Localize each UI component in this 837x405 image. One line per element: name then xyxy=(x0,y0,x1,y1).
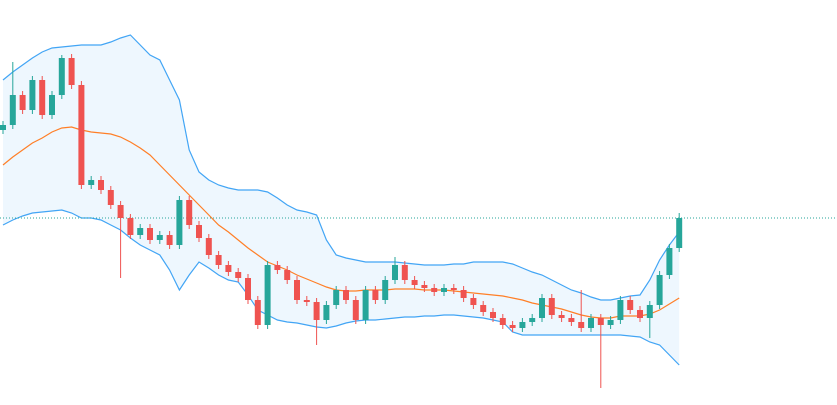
band-line xyxy=(2,34,680,301)
candle-body xyxy=(519,322,526,328)
candle-body xyxy=(499,318,506,325)
candle-body xyxy=(313,302,320,320)
candle-body xyxy=(225,265,232,272)
candle-body xyxy=(460,290,467,298)
candle-body xyxy=(617,300,624,320)
candle-body xyxy=(147,228,153,240)
candle-body xyxy=(19,95,26,110)
candle-body xyxy=(323,305,330,320)
candle-body xyxy=(196,225,202,238)
candle-body xyxy=(637,310,643,318)
candle-body xyxy=(421,285,428,288)
candle-body xyxy=(98,180,104,190)
candle-body xyxy=(127,218,134,235)
candle-body xyxy=(39,80,46,115)
candle-body xyxy=(372,290,379,300)
candle-body xyxy=(382,280,389,300)
candle-body xyxy=(362,290,369,320)
candle-body xyxy=(284,270,291,280)
candle-body xyxy=(254,300,261,325)
candle-body xyxy=(235,272,242,278)
candle-body xyxy=(656,275,663,305)
candle-body xyxy=(245,278,251,300)
candle-body xyxy=(490,312,496,318)
candle-body xyxy=(0,125,6,130)
candle-body xyxy=(186,200,193,225)
candle-body xyxy=(676,218,683,248)
candle-body xyxy=(646,305,653,318)
candle-body xyxy=(9,95,16,125)
candle-body xyxy=(156,235,163,240)
band-line xyxy=(2,126,680,319)
candle-body xyxy=(176,200,183,245)
candle-body xyxy=(88,180,95,185)
candle-body xyxy=(107,190,114,205)
band-line xyxy=(2,209,680,366)
candle-body xyxy=(411,280,418,285)
candle-body xyxy=(58,58,65,95)
candle-body xyxy=(274,265,281,270)
candle-body xyxy=(166,235,173,245)
candle-body xyxy=(480,305,487,312)
candle-body xyxy=(597,318,604,325)
candle-body xyxy=(117,205,124,218)
candle-body xyxy=(303,300,310,302)
candle-body xyxy=(539,298,545,318)
candle-body xyxy=(558,315,565,318)
candle-body xyxy=(392,265,398,280)
candle-body xyxy=(29,80,36,110)
candle-body xyxy=(509,325,516,328)
candle-body xyxy=(627,300,634,310)
candle-body xyxy=(470,298,477,305)
candle-body xyxy=(352,300,359,320)
candle-body xyxy=(578,322,585,328)
candle-body xyxy=(666,248,673,275)
candle-body xyxy=(294,280,300,300)
candle-body xyxy=(264,265,271,325)
candle-body xyxy=(401,265,408,280)
candle-body xyxy=(441,288,447,292)
candle-body xyxy=(529,318,536,322)
candle-body xyxy=(568,318,575,322)
candle-body xyxy=(450,288,457,290)
candle-body xyxy=(431,288,438,292)
band-fill xyxy=(3,35,680,365)
candle-body xyxy=(588,318,594,328)
candle-body xyxy=(607,320,614,325)
candle-body xyxy=(215,255,222,265)
candle-body xyxy=(333,290,340,305)
candle-body xyxy=(205,238,212,255)
candle-body xyxy=(137,228,144,235)
candle-body xyxy=(343,290,349,300)
candle-body xyxy=(49,95,55,115)
candle-body xyxy=(548,298,555,315)
candle-body xyxy=(68,58,75,85)
candle-body xyxy=(78,85,85,185)
